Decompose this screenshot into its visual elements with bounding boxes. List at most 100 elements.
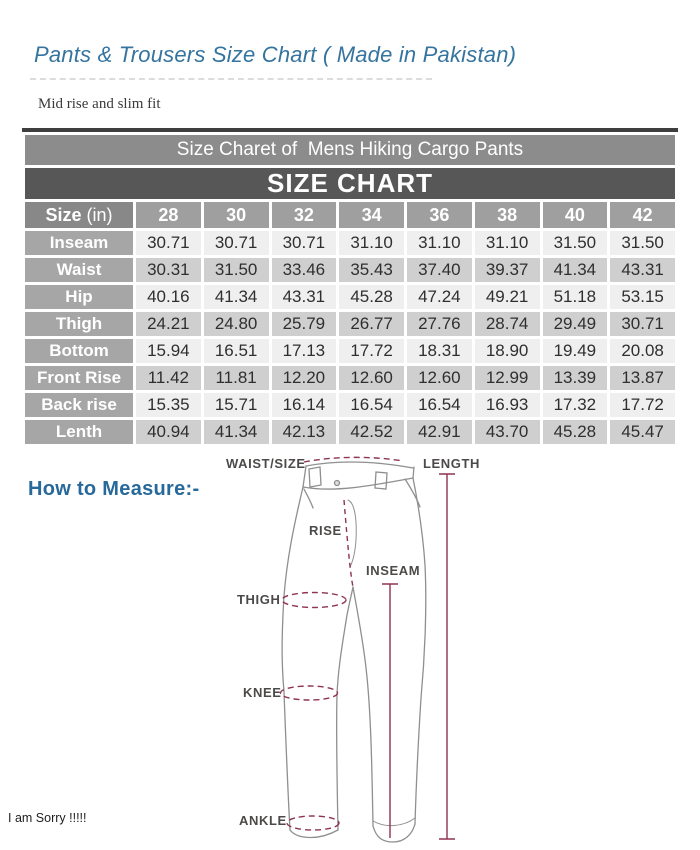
fit-subtitle: Mid rise and slim fit (38, 96, 161, 112)
size-value-cell: 17.32 (542, 393, 608, 417)
size-value-cell: 41.34 (203, 420, 269, 444)
right-outer-seam (412, 477, 427, 825)
size-value-cell: 42.13 (271, 420, 337, 444)
size-value-cell: 47.24 (407, 285, 472, 309)
page-title: Pants & Trousers Size Chart ( Made in Pa… (34, 42, 517, 67)
length-label: LENGTH (423, 456, 481, 471)
size-value-cell: 42.52 (339, 420, 404, 444)
size-value-cell: 16.54 (339, 393, 404, 417)
pocket-right (404, 478, 421, 508)
size-value-cell: 12.60 (407, 366, 472, 390)
how-to-measure-heading: How to Measure:- (28, 478, 200, 500)
left-hem (289, 829, 339, 839)
size-value-cell: 42.91 (407, 420, 472, 444)
table-row: Hip 40.16 41.34 43.31 45.28 47.24 49.21 51.18 53… (25, 285, 675, 309)
size-column-header: 32 (271, 202, 337, 228)
table-row: Lenth 40.94 41.34 42.13 42.52 42.91 43.70 45.28… (25, 420, 675, 444)
waistband-right-edge (412, 466, 415, 479)
size-value-cell: 31.10 (474, 231, 540, 255)
fly-stitch (347, 499, 357, 568)
size-column-header: 36 (407, 202, 472, 228)
inseam-measure-line (382, 583, 398, 838)
size-value-cell: 17.72 (610, 393, 675, 417)
size-value-cell: 45.28 (339, 285, 404, 309)
table-row: Back rise 15.35 15.71 16.14 16.54 16.54 16.93 1… (25, 393, 675, 417)
size-value-cell: 43.70 (474, 420, 540, 444)
pants-outline (281, 461, 427, 843)
rise-label: RISE (309, 523, 342, 538)
waistband-left-edge (302, 465, 307, 488)
size-value-cell: 18.90 (474, 339, 540, 363)
size-value-cell: 30.71 (136, 231, 201, 255)
size-value-cell: 41.34 (203, 285, 269, 309)
measurement-marks (279, 456, 455, 840)
size-value-cell: 28.74 (474, 312, 540, 336)
waist-button (333, 479, 341, 487)
size-value-cell: 16.54 (407, 393, 472, 417)
size-value-cell: 40.16 (136, 285, 201, 309)
left-inner-seam (335, 586, 354, 831)
size-value-cell: 13.39 (542, 366, 608, 390)
right-cuff-line (372, 817, 416, 826)
table-row: Front Rise 11.42 11.81 12.20 12.60 12.60 12.99… (25, 366, 675, 390)
size-value-cell: 24.21 (136, 312, 201, 336)
size-column-header: 42 (610, 202, 675, 228)
size-value-cell: 49.21 (474, 285, 540, 309)
size-value-cell: 15.35 (136, 393, 201, 417)
size-column-header: 28 (136, 202, 201, 228)
pants-measurement-diagram (279, 456, 455, 843)
measurement-row-label: Bottom (25, 339, 133, 363)
size-value-cell: 12.99 (474, 366, 540, 390)
pocket-left (303, 488, 314, 509)
size-value-cell: 41.34 (542, 258, 608, 282)
table-row: Bottom 15.94 16.51 17.13 17.72 18.31 18.90 19.4… (25, 339, 675, 363)
length-measure-line (439, 473, 455, 840)
knee-dashed-ellipse (279, 685, 339, 701)
size-value-cell: 19.49 (542, 339, 608, 363)
size-table: Size Charet of Mens Hiking Cargo Pants S… (22, 132, 678, 447)
dashed-divider (30, 78, 432, 80)
size-value-cell: 11.81 (203, 366, 269, 390)
belt-loop-left (308, 466, 322, 488)
measurement-row-label: Hip (25, 285, 133, 309)
measurement-row-label: Thigh (25, 312, 133, 336)
size-value-cell: 16.14 (271, 393, 337, 417)
size-value-cell: 16.51 (203, 339, 269, 363)
ankle-label: ANKLE (239, 813, 287, 828)
size-value-cell: 40.94 (136, 420, 201, 444)
unit-header-bold: Size (45, 204, 82, 225)
measurement-row-label: Front Rise (25, 366, 133, 390)
table-row: Waist 30.31 31.50 33.46 35.43 37.40 39.37 41.34… (25, 258, 675, 282)
size-value-cell: 31.50 (610, 231, 675, 255)
knee-label: KNEE (243, 685, 282, 700)
table-row: Inseam 30.71 30.71 30.71 31.10 31.10 31.10 31.5… (25, 231, 675, 255)
size-value-cell: 25.79 (271, 312, 337, 336)
left-outer-seam (281, 486, 304, 831)
size-value-cell: 30.71 (610, 312, 675, 336)
size-value-cell: 45.28 (542, 420, 608, 444)
size-value-cell: 15.94 (136, 339, 201, 363)
size-chart-title: SIZE CHART (25, 168, 675, 199)
size-value-cell: 24.80 (203, 312, 269, 336)
size-value-cell: 43.31 (271, 285, 337, 309)
table-caption-row: Size Charet of Mens Hiking Cargo Pants (25, 135, 675, 165)
size-value-cell: 31.10 (407, 231, 472, 255)
size-value-cell: 16.93 (474, 393, 540, 417)
size-value-cell: 45.47 (610, 420, 675, 444)
table-row: Thigh 24.21 24.80 25.79 26.77 27.76 28.74 29.49… (25, 312, 675, 336)
size-column-header: 38 (474, 202, 540, 228)
product-caption: Size Charet of Mens Hiking Cargo Pants (25, 135, 675, 165)
measurement-row-label: Inseam (25, 231, 133, 255)
size-value-cell: 31.50 (542, 231, 608, 255)
size-value-cell: 30.71 (271, 231, 337, 255)
waist-size-label: WAIST/SIZE (226, 456, 306, 471)
size-value-cell: 27.76 (407, 312, 472, 336)
size-value-cell: 11.42 (136, 366, 201, 390)
size-value-cell: 35.43 (339, 258, 404, 282)
rise-dashed-line (343, 499, 354, 588)
size-column-header: 30 (203, 202, 269, 228)
ankle-dashed-ellipse (286, 815, 340, 831)
right-hem (372, 823, 416, 843)
size-value-cell: 30.31 (136, 258, 201, 282)
size-value-cell: 51.18 (542, 285, 608, 309)
